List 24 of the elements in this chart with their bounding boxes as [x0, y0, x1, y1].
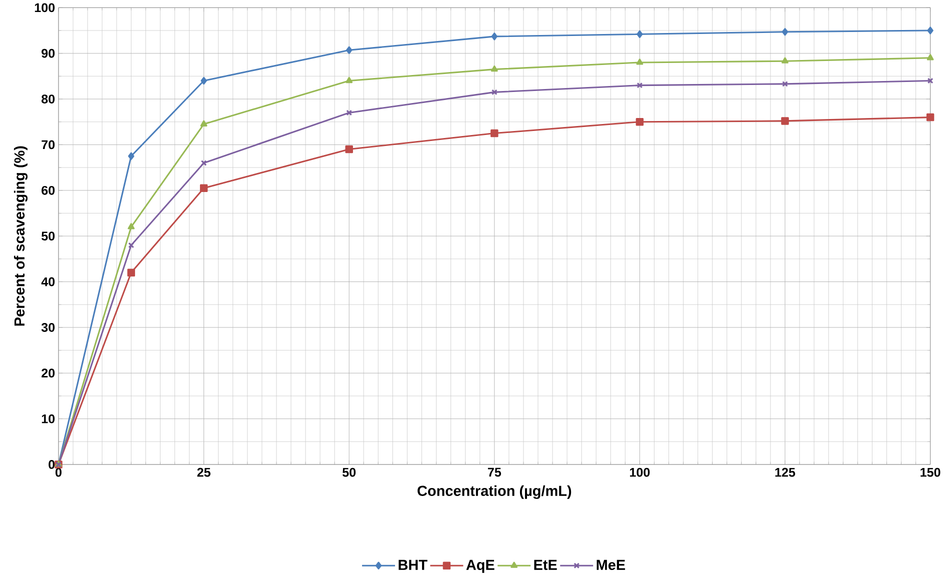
x-tick-label: 50 [342, 468, 356, 477]
y-tick-label: 40 [41, 277, 55, 286]
legend-label: EtE [534, 560, 557, 570]
y-tick-label: 10 [42, 414, 55, 424]
x-tick-label: 0 [56, 468, 62, 477]
x-tick-label: 150 [920, 468, 940, 477]
y-tick-label: 0 [48, 460, 55, 469]
y-tick-label: 30 [41, 322, 55, 332]
y-tick-label: 100 [34, 3, 55, 12]
y-tick-label: 50 [42, 232, 55, 240]
legend-label: BHT [398, 560, 428, 570]
y-tick-label: 80 [42, 94, 55, 104]
legend-label: MeE [596, 560, 626, 570]
y-tick-label: 90 [42, 48, 55, 58]
y-tick-label: 20 [42, 368, 55, 378]
x-axis-title: Concentration (µg/mL) [418, 485, 572, 499]
x-tick-label: 25 [197, 468, 210, 477]
x-tick-label: 75 [488, 468, 502, 477]
x-tick-label: 125 [775, 468, 796, 477]
x-tick-label: 100 [630, 468, 650, 477]
y-tick-label: 60 [42, 186, 55, 195]
y-axis-title: Percent of scavenging (%) [14, 146, 28, 326]
y-tick-label: 70 [42, 140, 55, 150]
legend-label: AqE [466, 560, 494, 573]
